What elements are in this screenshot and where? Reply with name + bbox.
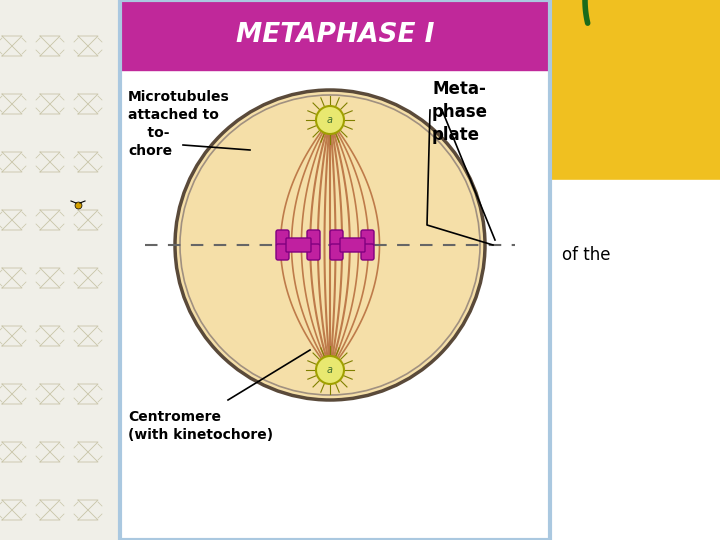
Ellipse shape [175,90,485,400]
FancyBboxPatch shape [276,230,289,246]
FancyBboxPatch shape [286,238,311,252]
Text: of the: of the [562,246,611,264]
FancyBboxPatch shape [361,230,374,246]
Ellipse shape [316,356,344,384]
FancyBboxPatch shape [361,244,374,260]
FancyBboxPatch shape [307,244,320,260]
Ellipse shape [316,106,344,134]
Bar [120,0,550,540]
Text: Microtubules
attached to
    to-
chore: Microtubules attached to to- chore [128,90,230,158]
FancyBboxPatch shape [276,244,289,260]
FancyBboxPatch shape [330,244,343,260]
Bar [120,0,550,70]
Bar [120,0,550,540]
FancyBboxPatch shape [307,230,320,246]
FancyBboxPatch shape [330,230,343,246]
FancyBboxPatch shape [340,238,365,252]
Text: METAPHASE I: METAPHASE I [235,22,434,48]
Text: Meta-
phase
plate: Meta- phase plate [432,80,488,144]
Text: a: a [327,365,333,375]
Bar [550,0,720,180]
Bar [0,0,120,540]
Text: Centromere
(with kinetochore): Centromere (with kinetochore) [128,410,273,442]
Text: a: a [327,115,333,125]
Bar [550,180,720,540]
